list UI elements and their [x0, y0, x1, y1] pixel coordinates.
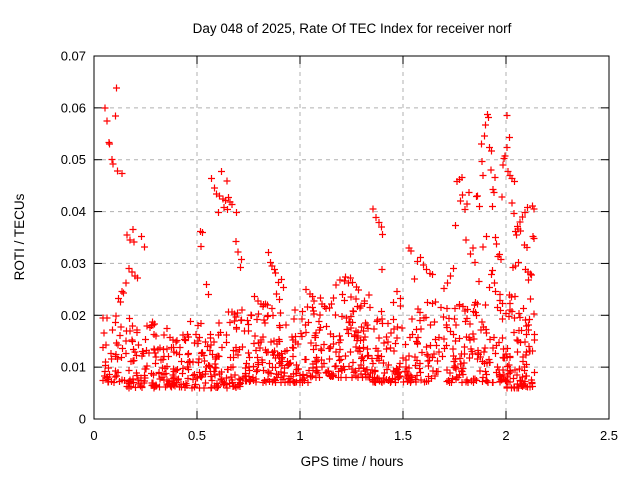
scatter-points — [99, 84, 538, 392]
y-tick-label: 0 — [79, 412, 86, 427]
y-tick-label: 0.06 — [61, 100, 86, 115]
y-tick-label: 0.04 — [61, 204, 86, 219]
y-tick-label: 0.02 — [61, 308, 86, 323]
x-axis-label: GPS time / hours — [300, 454, 404, 469]
x-tick-label: 2 — [502, 428, 509, 443]
y-tick-label: 0.03 — [61, 256, 86, 271]
x-tick-label: 1 — [296, 428, 303, 443]
x-tick-label: 1.5 — [394, 428, 412, 443]
chart-title: Day 048 of 2025, Rate Of TEC Index for r… — [192, 21, 512, 36]
x-tick-label: 0.5 — [188, 428, 206, 443]
x-tick-label: 2.5 — [600, 428, 618, 443]
y-tick-label: 0.01 — [61, 360, 86, 375]
y-tick-label: 0.05 — [61, 152, 86, 167]
y-tick-label: 0.07 — [61, 49, 86, 64]
x-tick-label: 0 — [90, 428, 97, 443]
plot-border — [93, 55, 610, 420]
